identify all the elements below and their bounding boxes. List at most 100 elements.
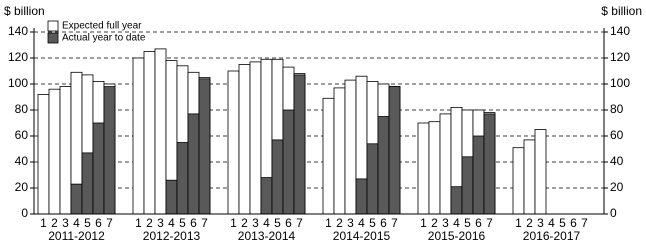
y2-tick-label: 20 bbox=[610, 180, 624, 194]
x-tick-label: 7 bbox=[391, 216, 398, 230]
x-tick-label: 4 bbox=[453, 216, 460, 230]
bar bbox=[483, 113, 496, 215]
bar bbox=[271, 139, 284, 215]
bar bbox=[48, 88, 61, 215]
x-tick-label: 5 bbox=[179, 216, 186, 230]
y2-tick-label: 140 bbox=[610, 24, 630, 38]
bar bbox=[165, 179, 178, 215]
bar bbox=[439, 113, 452, 215]
y-tick-label: 140 bbox=[8, 24, 28, 38]
y2-tick-label: 60 bbox=[610, 128, 624, 142]
y-tick-label: 0 bbox=[21, 206, 28, 220]
bar bbox=[461, 156, 474, 215]
y2-tick-label: 120 bbox=[610, 50, 630, 64]
bar bbox=[249, 61, 262, 215]
y2-tick-label: 40 bbox=[610, 154, 624, 168]
y-tick-label: 100 bbox=[8, 76, 28, 90]
bar bbox=[59, 86, 72, 215]
x-tick-label: 2 bbox=[526, 216, 533, 230]
x-tick-label: 3 bbox=[157, 216, 164, 230]
x-tick-label: 7 bbox=[106, 216, 113, 230]
x-tick-label: 4 bbox=[168, 216, 175, 230]
x-tick-label: 4 bbox=[73, 216, 80, 230]
legend-swatch bbox=[47, 20, 59, 32]
y-tick-label: 40 bbox=[15, 154, 29, 168]
bar bbox=[103, 86, 116, 215]
bar bbox=[198, 78, 211, 215]
bar bbox=[282, 109, 295, 215]
x-tick-label: 5 bbox=[84, 216, 91, 230]
bar bbox=[344, 79, 357, 215]
x-tick-label: 3 bbox=[442, 216, 449, 230]
bar bbox=[81, 152, 94, 215]
x-tick-label: 6 bbox=[285, 216, 292, 230]
legend-swatch bbox=[47, 32, 59, 44]
bar bbox=[260, 177, 273, 215]
group-label: 2013-2014 bbox=[238, 229, 296, 243]
bar bbox=[512, 147, 525, 215]
x-tick-label: 2 bbox=[431, 216, 438, 230]
y-tick-label: 20 bbox=[15, 180, 29, 194]
x-tick-label: 1 bbox=[325, 216, 332, 230]
x-tick-label: 4 bbox=[358, 216, 365, 230]
x-tick-label: 5 bbox=[274, 216, 281, 230]
x-tick-label: 1 bbox=[230, 216, 237, 230]
bar bbox=[428, 121, 441, 215]
x-tick-label: 4 bbox=[263, 216, 270, 230]
bar bbox=[377, 116, 390, 215]
x-tick-label: 1 bbox=[135, 216, 142, 230]
bar bbox=[132, 57, 145, 215]
group-label: 2014-2015 bbox=[333, 229, 391, 243]
bar bbox=[322, 97, 335, 215]
y2-tick-label: 80 bbox=[610, 102, 624, 116]
x-tick-label: 7 bbox=[486, 216, 493, 230]
x-tick-label: 6 bbox=[380, 216, 387, 230]
x-tick-label: 2 bbox=[241, 216, 248, 230]
bar bbox=[417, 122, 430, 215]
bar bbox=[534, 129, 547, 215]
x-tick-label: 6 bbox=[190, 216, 197, 230]
bar bbox=[293, 74, 306, 215]
bar bbox=[92, 122, 105, 215]
bar bbox=[70, 183, 83, 215]
x-tick-label: 1 bbox=[515, 216, 522, 230]
x-tick-label: 4 bbox=[548, 216, 555, 230]
bar bbox=[187, 113, 200, 215]
x-tick-label: 7 bbox=[296, 216, 303, 230]
bar bbox=[523, 139, 536, 215]
x-tick-label: 3 bbox=[252, 216, 259, 230]
x-tick-label: 2 bbox=[146, 216, 153, 230]
bar bbox=[176, 142, 189, 215]
x-tick-label: 6 bbox=[570, 216, 577, 230]
x-tick-label: 3 bbox=[537, 216, 544, 230]
bar bbox=[333, 87, 346, 215]
x-tick-label: 6 bbox=[95, 216, 102, 230]
bar bbox=[366, 143, 379, 215]
bar bbox=[37, 94, 50, 215]
bar bbox=[154, 48, 167, 215]
y-tick-label: 60 bbox=[15, 128, 29, 142]
y2-tick-label: 100 bbox=[610, 76, 630, 90]
group-label: 2015-2016 bbox=[428, 229, 486, 243]
bar bbox=[227, 70, 240, 215]
y-tick-label: 120 bbox=[8, 50, 28, 64]
x-tick-label: 1 bbox=[40, 216, 47, 230]
legend-label: Expected full year bbox=[62, 21, 142, 32]
x-tick-label: 5 bbox=[559, 216, 566, 230]
bar bbox=[355, 178, 368, 215]
y2-axis-label: $ billion bbox=[601, 4, 642, 18]
x-tick-label: 6 bbox=[475, 216, 482, 230]
x-tick-label: 7 bbox=[581, 216, 588, 230]
group-label: 2016-2017 bbox=[523, 229, 581, 243]
x-tick-label: 3 bbox=[62, 216, 69, 230]
x-tick-label: 7 bbox=[201, 216, 208, 230]
y2-tick-label: 0 bbox=[610, 206, 617, 220]
bar bbox=[450, 186, 463, 215]
x-tick-label: 3 bbox=[347, 216, 354, 230]
bar bbox=[143, 51, 156, 215]
group-label: 2012-2013 bbox=[143, 229, 201, 243]
x-tick-label: 2 bbox=[51, 216, 58, 230]
legend-label: Actual year to date bbox=[62, 33, 146, 44]
bar bbox=[472, 135, 485, 215]
